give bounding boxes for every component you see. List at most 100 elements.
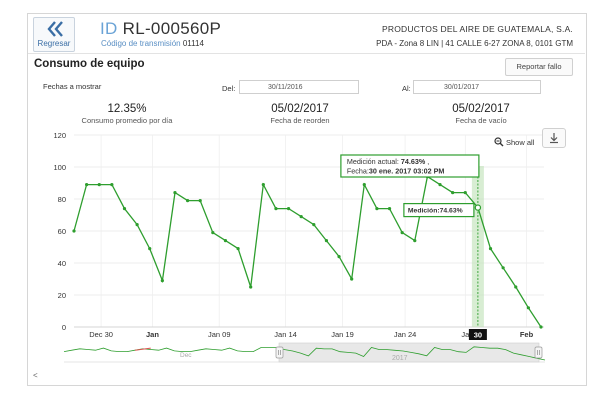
data-point[interactable] <box>261 183 265 187</box>
company-name: PRODUCTOS DEL AIRE DE GUATEMALA, S.A. <box>382 24 573 34</box>
tooltip-line-1: Medición actual: 74.63% , <box>347 157 429 166</box>
current-point-marker[interactable] <box>474 204 482 211</box>
tooltip-line-2: Fecha:30 ene. 2017 03:02 PM <box>347 167 445 176</box>
company-address: PDA - Zona 8 LIN | 41 CALLE 6-27 ZONA 8,… <box>376 39 573 48</box>
transmission-code: Código de transmisión 01114 <box>101 39 204 48</box>
to-label: Al: <box>402 84 411 93</box>
data-point[interactable] <box>438 183 442 187</box>
stat-reorder-label: Fecha de reorden <box>270 116 330 125</box>
data-point[interactable] <box>211 231 215 235</box>
download-icon <box>550 133 558 144</box>
report-failure-button[interactable]: Reportar fallo <box>505 58 573 76</box>
y-tick-label: 20 <box>58 291 66 300</box>
from-date-input[interactable]: 30/11/2016 <box>239 80 359 94</box>
transmission-value: 01114 <box>182 39 204 48</box>
data-point[interactable] <box>198 199 202 203</box>
section-title: Consumo de equipo <box>34 58 145 70</box>
data-point[interactable] <box>110 183 114 187</box>
navigator-alert-segment <box>134 347 151 351</box>
data-point[interactable] <box>148 247 152 251</box>
stat-empty-value: 05/02/2017 <box>452 103 510 115</box>
data-point[interactable] <box>539 325 543 329</box>
x-tick-label: Jan 19 <box>331 330 354 339</box>
data-point[interactable] <box>400 231 404 235</box>
x-tick-label: Jan 09 <box>208 330 231 339</box>
back-button-label: Regresar <box>37 39 71 48</box>
back-button[interactable]: Regresar <box>33 17 75 52</box>
data-point[interactable] <box>312 223 316 227</box>
data-point[interactable] <box>375 207 379 211</box>
data-point[interactable] <box>299 215 303 219</box>
data-point[interactable] <box>185 199 190 203</box>
data-point[interactable] <box>413 239 417 243</box>
y-tick-label: 80 <box>58 195 66 204</box>
stat-reorder-value: 05/02/2017 <box>271 103 329 115</box>
stat-empty: 05/02/2017 Fecha de vacío <box>406 103 556 125</box>
data-point[interactable] <box>350 277 354 281</box>
data-point[interactable] <box>286 207 291 211</box>
marker-label: Medición:74.63% <box>408 208 463 215</box>
data-point[interactable] <box>274 207 278 211</box>
tooltip-box <box>340 154 480 178</box>
data-point[interactable] <box>488 247 493 251</box>
stat-average: 12.35% Consumo promedio por día <box>52 103 202 125</box>
data-point[interactable] <box>122 207 127 211</box>
navigator-right-handle[interactable] <box>534 346 543 359</box>
data-point[interactable] <box>173 191 177 195</box>
stat-reorder: 05/02/2017 Fecha de reorden <box>225 103 375 125</box>
show-all-button[interactable]: Show all <box>494 137 534 147</box>
x-tick-label: Jan 24 <box>394 330 417 339</box>
show-all-label: Show all <box>506 138 535 147</box>
x-tick-label: Jan <box>146 330 159 339</box>
transmission-label: Código de transmisión <box>101 39 181 48</box>
from-label: Del: <box>222 84 236 93</box>
y-tick-label: 0 <box>62 323 66 332</box>
data-point[interactable] <box>249 285 253 289</box>
data-point[interactable] <box>501 266 505 270</box>
y-tick-label: 120 <box>53 131 66 140</box>
data-point[interactable] <box>514 285 518 289</box>
download-button[interactable] <box>542 128 566 148</box>
header-divider <box>28 53 585 54</box>
navigator-selected-range[interactable] <box>278 342 540 363</box>
data-point[interactable] <box>387 207 392 211</box>
data-point[interactable] <box>526 306 530 310</box>
data-point[interactable] <box>85 183 89 187</box>
data-point[interactable] <box>362 183 366 187</box>
data-point[interactable] <box>451 191 455 195</box>
scroll-left-icon[interactable]: < <box>33 371 38 380</box>
stat-average-label: Consumo promedio por día <box>81 116 173 125</box>
x-tick-label: Dec 30 <box>89 330 113 339</box>
data-point[interactable] <box>324 239 329 243</box>
y-tick-label: 100 <box>53 163 66 172</box>
to-date-input[interactable]: 30/01/2017 <box>413 80 541 94</box>
dates-label: Fechas a mostrar <box>43 82 102 91</box>
stat-empty-label: Fecha de vacío <box>455 116 507 125</box>
marker-label-box <box>403 202 475 218</box>
zoom-out-icon <box>494 137 504 147</box>
x-tick-label: Feb <box>520 330 534 339</box>
data-point[interactable] <box>223 239 228 243</box>
x-tick-label: Ja <box>461 330 470 339</box>
data-point[interactable] <box>337 255 341 259</box>
stat-average-value: 12.35% <box>107 103 147 115</box>
id-value: RL-000560P <box>122 19 222 38</box>
y-tick-label: 60 <box>58 227 66 236</box>
double-chevron-left-icon <box>47 21 63 37</box>
data-point[interactable] <box>463 191 467 195</box>
data-point[interactable] <box>135 223 139 227</box>
data-point[interactable] <box>72 229 76 233</box>
navigator-label-dec: Dec <box>180 352 192 359</box>
navigator-label-2017: 2017 <box>392 355 408 362</box>
y-tick-label: 40 <box>58 259 66 268</box>
data-point[interactable] <box>160 279 164 283</box>
crosshair-x-label: 30 <box>474 331 482 340</box>
data-point[interactable] <box>97 183 101 187</box>
series-line <box>73 175 542 328</box>
x-tick-label: Jan 14 <box>274 330 297 339</box>
navigator-left-handle[interactable] <box>275 346 284 359</box>
data-point[interactable] <box>236 247 240 251</box>
crosshair-x-label-box <box>468 329 487 340</box>
id-prefix: ID <box>100 19 118 38</box>
